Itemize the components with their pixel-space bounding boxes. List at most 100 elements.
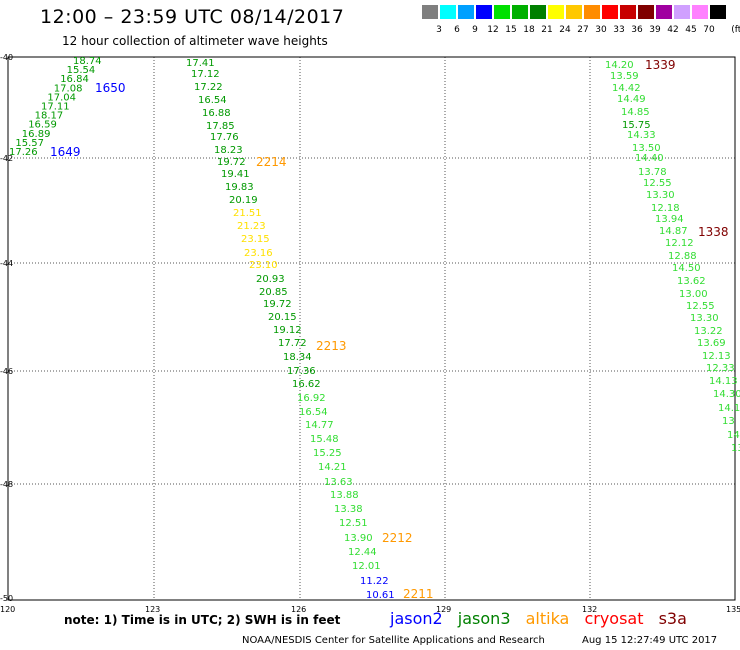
wave-height-value: 17.08 [54, 83, 83, 94]
wave-height-value: 16.88 [202, 108, 231, 119]
satellite-legend: jason2 jason3 altika cryosat s3a [390, 609, 697, 628]
latitude-label: -50 [0, 594, 13, 603]
wave-height-value: 12.55 [643, 178, 672, 189]
latitude-label: -40 [0, 53, 13, 62]
wave-height-value: 13.22 [694, 326, 723, 337]
wave-height-value: 13.00 [679, 289, 708, 300]
wave-height-value: 20.19 [229, 195, 258, 206]
wave-height-value: 14.30 [713, 389, 740, 400]
scale-swatch [638, 5, 654, 19]
wave-height-value: 15.25 [313, 448, 342, 459]
wave-height-value: 17.36 [287, 366, 316, 377]
wave-height-value: 12.13 [702, 351, 731, 362]
wave-height-value: 23.16 [244, 248, 273, 259]
longitude-label: 120 [0, 605, 15, 614]
wave-height-value: 17.41 [186, 58, 215, 69]
wave-height-value: 16.92 [297, 393, 326, 404]
legend-s3a: s3a [658, 609, 687, 628]
wave-height-value: 12.12 [665, 238, 694, 249]
wave-height-value: 17.04 [47, 92, 76, 103]
scale-label: 33 [613, 25, 625, 35]
scale-label: 30 [595, 25, 607, 35]
wave-height-value: 19.72 [263, 299, 292, 310]
wave-height-value: 13 [722, 416, 735, 427]
latitude-label: -48 [0, 480, 13, 489]
wave-height-value: 17.11 [41, 102, 70, 113]
wave-height-value: 14.20 [605, 60, 634, 71]
scale-swatch [440, 5, 456, 19]
footer-credit: NOAA/NESDIS Center for Satellite Applica… [242, 635, 545, 646]
wave-height-value: 13.78 [638, 167, 667, 178]
wave-height-value: 19.12 [273, 325, 302, 336]
longitude-label: 126 [291, 605, 306, 614]
wave-height-value: 16.84 [60, 74, 89, 85]
latitude-label: -44 [0, 259, 13, 268]
longitude-label: 135 [726, 605, 740, 614]
scale-label: 39 [649, 25, 661, 35]
pass-time-label: 1649 [50, 145, 81, 159]
wave-height-value: 12.88 [668, 251, 697, 262]
wave-height-value: 17.12 [191, 69, 220, 80]
scale-label: 12 [487, 25, 499, 35]
scale-label: 45 [685, 25, 697, 35]
scale-swatch [710, 5, 726, 19]
wave-height-value: 16.59 [28, 120, 57, 131]
pass-time-label: 1650 [95, 81, 126, 95]
legend-cryosat: cryosat [584, 609, 644, 628]
wave-height-value: 13.62 [677, 276, 706, 287]
map-subtitle: 12 hour collection of altimeter wave hei… [62, 34, 328, 48]
wave-height-value: 19.83 [225, 182, 254, 193]
wave-height-value: 14.13 [709, 376, 738, 387]
longitude-label: 129 [436, 605, 451, 614]
wave-height-value: 12.51 [339, 518, 368, 529]
wave-height-value: 20.15 [268, 312, 297, 323]
wave-height-value: 14.40 [635, 153, 664, 164]
scale-label: 70 [703, 25, 715, 35]
scale-swatch [494, 5, 510, 19]
wave-height-value: 12.55 [686, 301, 715, 312]
wave-height-value: 21.23 [237, 221, 266, 232]
wave-height-value: 14.21 [318, 462, 347, 473]
wave-height-value: 13 [731, 443, 740, 454]
wave-height-value: 13.50 [632, 143, 661, 154]
scale-swatch [530, 5, 546, 19]
pass-time-label: 2211 [403, 587, 434, 601]
wave-height-value: 13.59 [610, 71, 639, 82]
wave-height-value: 14.77 [305, 420, 334, 431]
wave-height-value: 12.33 [706, 363, 735, 374]
wave-height-value: 16.89 [22, 129, 51, 140]
wave-height-value: 16.62 [292, 379, 321, 390]
map-frame [7, 56, 736, 601]
legend-jason3: jason3 [457, 609, 511, 628]
scale-swatch [674, 5, 690, 19]
footer-timestamp: Aug 15 12:27:49 UTC 2017 [582, 635, 718, 646]
pass-time-label: 2212 [382, 531, 413, 545]
wave-height-value: 15.54 [67, 65, 96, 76]
wave-height-value: 12.18 [651, 203, 680, 214]
wave-height-value: 13.69 [697, 338, 726, 349]
latitude-label: -46 [0, 367, 13, 376]
pass-time-label: 2213 [316, 339, 347, 353]
wave-height-value: 17.22 [194, 82, 223, 93]
map-title: 12:00 – 23:59 UTC 08/14/2017 [40, 6, 345, 28]
scale-unit: (ft) [731, 25, 740, 35]
wave-height-value: 18.17 [35, 111, 64, 122]
scale-swatch [656, 5, 672, 19]
wave-height-value: 18.74 [73, 56, 102, 67]
wave-height-value: 19.41 [221, 169, 250, 180]
wave-height-value: 17.26 [9, 147, 38, 158]
latitude-label: -42 [0, 154, 13, 163]
scale-label: 3 [436, 25, 442, 35]
scale-label: 15 [505, 25, 517, 35]
wave-height-value: 21.51 [233, 208, 262, 219]
wave-height-value: 13.63 [324, 477, 353, 488]
wave-height-value: 13.30 [690, 313, 719, 324]
scale-swatch [476, 5, 492, 19]
scale-label: 36 [631, 25, 643, 35]
scale-swatch [512, 5, 528, 19]
wave-height-value: 18.34 [283, 352, 312, 363]
scale-swatch [566, 5, 582, 19]
wave-height-value: 15.48 [310, 434, 339, 445]
wave-height-value: 13.38 [334, 504, 363, 515]
